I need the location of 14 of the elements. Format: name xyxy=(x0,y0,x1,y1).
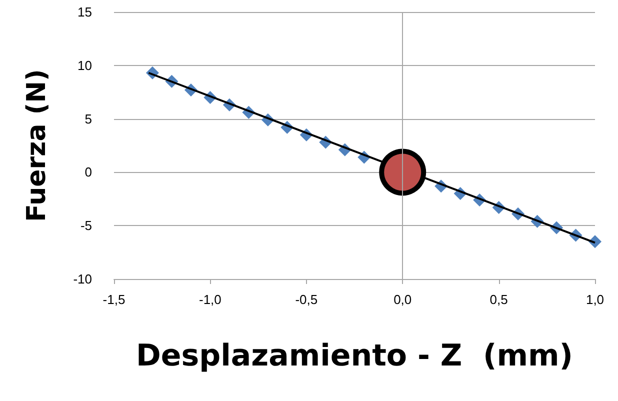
x-tick-label: -1,5 xyxy=(102,292,126,307)
x-tick-label: 1,0 xyxy=(586,292,604,307)
y-tick-label: 5 xyxy=(84,111,92,126)
x-tick-label: 0,5 xyxy=(490,292,508,307)
y-tick-label: 10 xyxy=(78,58,92,73)
x-tick-label: 0,0 xyxy=(394,292,412,307)
y-tick-label: 0 xyxy=(84,164,92,180)
y-tick-label: -5 xyxy=(80,218,92,234)
y-tick-label: 15 xyxy=(78,4,92,20)
x-tick-label: -0,5 xyxy=(295,292,318,307)
y-tick-label: -10 xyxy=(73,272,92,286)
x-axis-title: Desplazamiento - Z (mm) xyxy=(136,338,573,374)
x-tick-label: -1,0 xyxy=(198,292,222,307)
y-axis-title: Fuerza (N) xyxy=(22,69,52,222)
